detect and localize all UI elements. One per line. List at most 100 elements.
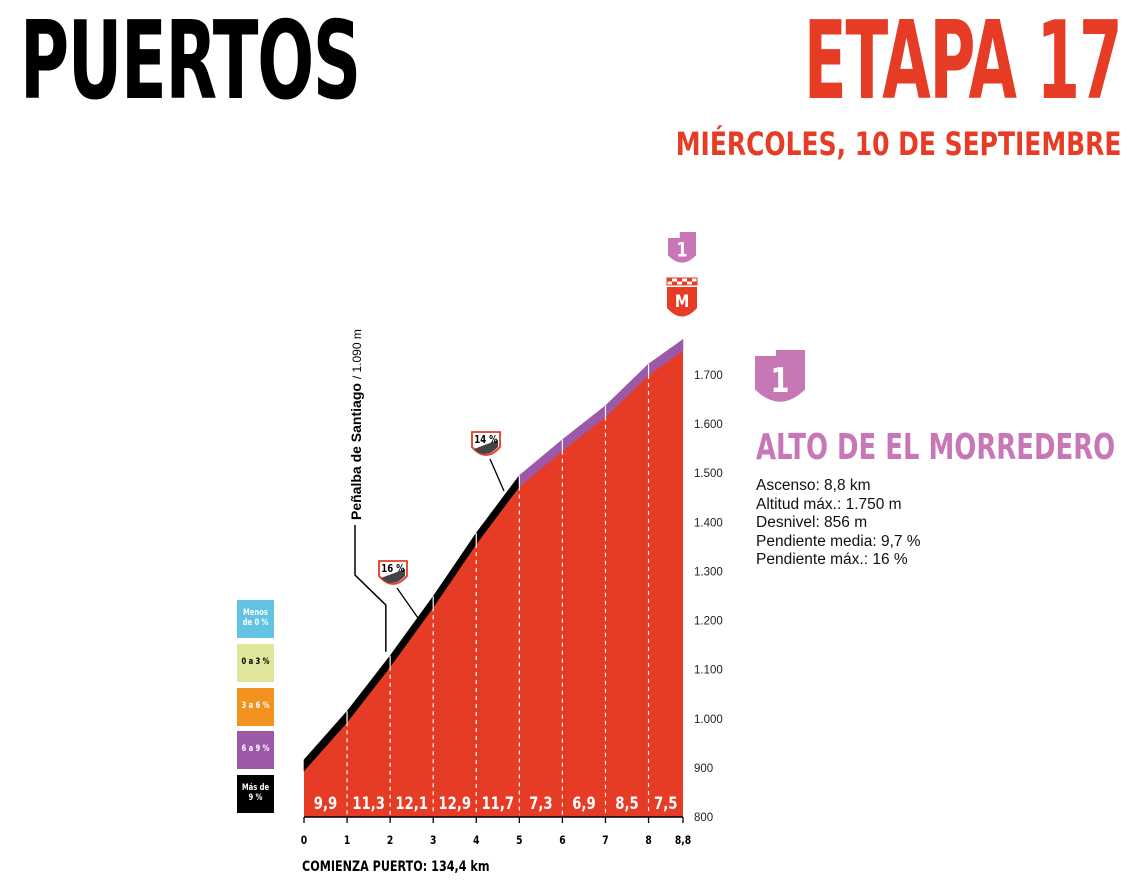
climb-stats: Ascenso: 8,8 km Altitud máx.: 1.750 m De… — [756, 477, 921, 570]
x-tick-label: 3 — [430, 834, 436, 847]
category-badge-shape — [668, 232, 696, 263]
x-tick: 1 — [344, 834, 350, 847]
segment-slope: 12,9 — [438, 793, 471, 813]
stage-date: MIÉRCOLES, 10 DE SEPTIEMBRE — [675, 125, 1121, 163]
segment-slope-label: 12,1 — [395, 793, 428, 813]
segment-slope-label: 7,3 — [529, 793, 552, 813]
legend-label: 0 a 3 % — [241, 657, 270, 668]
waypoint-name: Peñalba de Santiago / 1.090 m — [348, 329, 364, 520]
slope-marker-text: 16 % — [381, 563, 405, 575]
category-badge-number: 1 — [771, 361, 790, 401]
slope-marker-label: 14 % — [474, 434, 498, 446]
slope-marker-label: 16 % — [381, 563, 405, 575]
slope-marker-text: 14 % — [474, 434, 498, 446]
category-badge-number: 1 — [676, 239, 687, 262]
checker-cell — [677, 278, 682, 282]
waypoint-title: Peñalba de Santiago — [348, 379, 364, 520]
segment-slope-label: 7,5 — [654, 793, 677, 813]
y-tick-label: 1.000 — [694, 714, 723, 726]
start-label: COMIENZA PUERTO: 134,4 km — [302, 858, 490, 875]
stat-average-gradient: Pendiente media: 9,7 % — [756, 532, 921, 550]
x-tick-label: 0 — [301, 834, 307, 847]
x-tick-label: 4 — [473, 834, 479, 847]
x-tick-label: 8 — [645, 834, 651, 847]
segment-slope-label: 12,9 — [438, 793, 471, 813]
legend-item-6-9: 6 a 9 % — [237, 731, 274, 769]
x-tick: 0 — [301, 834, 307, 847]
stat-ascent: Ascenso: 8,8 km — [756, 477, 871, 494]
stage-number: ETAPA 17 — [803, 0, 1123, 124]
segment-slope-label: 9,9 — [314, 793, 337, 813]
checker-cell — [687, 278, 692, 282]
legend-item-0-3: 0 a 3 % — [237, 644, 274, 682]
profile-area — [304, 350, 683, 817]
category-badge-shape — [755, 350, 805, 402]
stat-elevation-gain: Desnivel: 856 m — [756, 514, 868, 532]
legend-label: 6 a 9 % — [241, 744, 270, 755]
y-tick-label: 1.700 — [694, 370, 723, 382]
x-tick-label: 7 — [602, 834, 608, 847]
climb-category-badge: 1 — [755, 350, 805, 402]
x-tick-label: 6 — [559, 834, 565, 847]
x-tick-label: 1 — [344, 834, 350, 847]
legend-label: Más de 9 % — [241, 783, 270, 803]
legend-label: 3 a 6 % — [241, 701, 270, 712]
stat-max-altitude: Altitud máx.: 1.750 m — [756, 495, 902, 513]
segment-slope-label: 11,7 — [481, 793, 514, 813]
x-tick: 2 — [387, 834, 393, 847]
checker-cell — [672, 281, 677, 285]
y-tick-label: 1.500 — [694, 468, 723, 480]
x-tick-label: 8,8 — [675, 834, 691, 847]
summit-letter-wrap: M — [675, 291, 689, 311]
summit-finish-marker: M — [666, 277, 698, 317]
slope-marker-leader — [396, 587, 419, 619]
segment-slope: 7,3 — [529, 793, 552, 813]
start-km-label: COMIENZA PUERTO: 134,4 km — [302, 858, 490, 875]
segment-slope: 12,1 — [395, 793, 428, 813]
segment-slope: 8,5 — [615, 793, 638, 813]
segment-slope: 11,7 — [481, 793, 514, 813]
y-tick-label: 1.200 — [694, 616, 723, 628]
category-number: 1 — [771, 361, 790, 401]
legend-item-over-9: Más de 9 % — [237, 775, 274, 813]
y-tick-label: 1.100 — [694, 665, 723, 677]
category-number: 1 — [676, 239, 687, 262]
x-tick: 7 — [602, 834, 608, 847]
climb-name: ALTO DE EL MORREDERO — [756, 427, 1116, 468]
max-slope-marker: 14 % — [471, 431, 501, 456]
waypoint-leader — [354, 525, 387, 652]
segment-slope: 7,5 — [654, 793, 677, 813]
slope-marker-leader — [489, 458, 505, 492]
segment-slope-label: 11,3 — [352, 793, 385, 813]
segment-slope-labels: 9,9 11,3 12,1 12,9 11,7 7,3 6,9 8,5 7,5 — [314, 793, 678, 813]
summit-shield — [667, 287, 697, 317]
x-tick: 3 — [430, 834, 436, 847]
waypoint-label: Peñalba de Santiago / 1.090 m — [348, 329, 364, 520]
x-tick: 8,8 — [675, 834, 691, 847]
slope-marker-wedge — [474, 440, 498, 455]
legend-label: Menos de 0 % — [242, 608, 269, 628]
x-tick: 6 — [559, 834, 565, 847]
checker-cell — [692, 281, 697, 285]
slope-marker-wedge — [381, 569, 405, 584]
waypoint-altitude: / 1.090 m — [350, 329, 364, 379]
segment-slope-label: 8,5 — [615, 793, 638, 813]
segment-slope: 6,9 — [572, 793, 595, 813]
legend-item-descent: Menos de 0 % — [237, 600, 274, 638]
stat-max-gradient: Pendiente máx.: 16 % — [756, 551, 908, 569]
y-tick-label: 900 — [694, 763, 713, 775]
x-tick: 4 — [473, 834, 479, 847]
segment-slope: 11,3 — [352, 793, 385, 813]
legend-item-3-6: 3 a 6 % — [237, 688, 274, 726]
checker-cell — [682, 281, 687, 285]
page-title: PUERTOS — [20, 0, 361, 124]
checker-cell — [667, 278, 672, 282]
x-tick-label: 5 — [516, 834, 522, 847]
x-tick: 8 — [645, 834, 651, 847]
summit-category-badge: 1 — [668, 232, 696, 263]
y-tick-label: 800 — [694, 812, 713, 824]
segment-slope-label: 6,9 — [572, 793, 595, 813]
y-tick-label: 1.600 — [694, 419, 723, 431]
segment-slope: 9,9 — [314, 793, 337, 813]
